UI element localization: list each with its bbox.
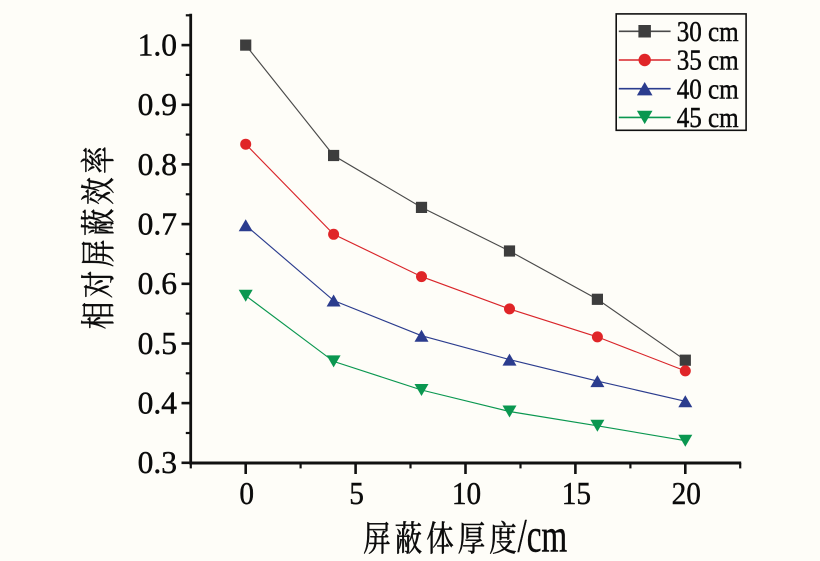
svg-text:35 cm: 35 cm xyxy=(677,44,739,76)
svg-text:40 cm: 40 cm xyxy=(677,73,739,105)
svg-text:15: 15 xyxy=(562,476,591,511)
svg-text:10: 10 xyxy=(452,476,481,511)
svg-text:20: 20 xyxy=(672,476,701,511)
svg-text:0.6: 0.6 xyxy=(138,266,177,301)
svg-text:0.4: 0.4 xyxy=(138,386,178,421)
svg-text:30 cm: 30 cm xyxy=(677,15,739,47)
svg-text:0.3: 0.3 xyxy=(138,445,177,480)
svg-text:1.0: 1.0 xyxy=(138,28,177,63)
svg-text:0: 0 xyxy=(239,476,254,511)
svg-text:0.9: 0.9 xyxy=(138,87,177,122)
svg-text:/cm: /cm xyxy=(518,508,568,561)
svg-text:0.7: 0.7 xyxy=(138,207,177,242)
svg-text:5: 5 xyxy=(349,476,364,511)
svg-text:45 cm: 45 cm xyxy=(677,102,739,134)
svg-text:0.5: 0.5 xyxy=(138,326,177,361)
svg-text:0.8: 0.8 xyxy=(138,147,177,182)
